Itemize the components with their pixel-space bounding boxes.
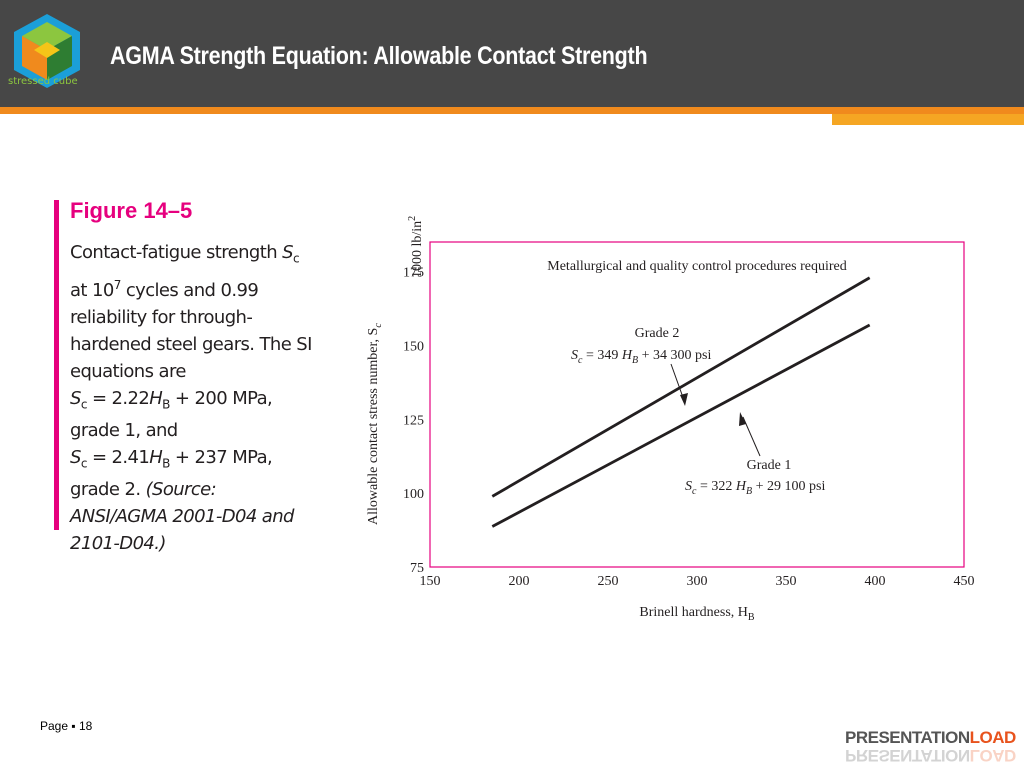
x-axis-label: Brinell hardness, HB bbox=[639, 605, 754, 623]
series-name-grade-2: Grade 2 bbox=[635, 326, 680, 341]
caption-line-8: Sc = 2.41HB + 237 MPa, bbox=[70, 446, 273, 471]
x-tick-label: 150 bbox=[420, 574, 441, 589]
caption-line-11: 2101-D04.) bbox=[70, 532, 166, 554]
caption-line-9: grade 2. (Source: bbox=[70, 479, 217, 501]
x-tick-label: 200 bbox=[509, 574, 530, 589]
x-tick-label: 350 bbox=[776, 574, 797, 589]
page-indicator: Page ▪ 18 bbox=[40, 719, 93, 733]
series-name-grade-1: Grade 1 bbox=[747, 458, 792, 473]
series-equation-grade-1: Sc = 322 HB + 29 100 psi bbox=[685, 479, 825, 497]
slide-title: AGMA Strength Equation: Allowable Contac… bbox=[110, 42, 648, 70]
contact-strength-chart: Metallurgical and quality control proced… bbox=[366, 216, 975, 623]
header-bar bbox=[0, 0, 1024, 107]
x-tick-label: 300 bbox=[687, 574, 708, 589]
y-axis-label: Allowable contact stress number, Sc bbox=[366, 323, 384, 525]
series-label-grade-2: Grade 2 Sc = 349 HB + 34 300 psi bbox=[571, 326, 711, 406]
presentationload-logo-reflection: PRESENTATIONLOAD bbox=[845, 746, 1016, 765]
y-tick-label: 100 bbox=[403, 487, 424, 502]
stressed-cube-logo bbox=[14, 14, 80, 88]
grade-1-arrowhead bbox=[739, 412, 746, 426]
figure-rule bbox=[54, 200, 59, 530]
caption-line-4: hardened steel gears. The SI bbox=[70, 333, 312, 355]
x-tick-label: 250 bbox=[598, 574, 619, 589]
series-label-grade-1: Grade 1 Sc = 322 HB + 29 100 psi bbox=[685, 412, 825, 497]
header-accent-bar bbox=[0, 107, 1024, 114]
plot-title: Metallurgical and quality control proced… bbox=[547, 259, 846, 274]
x-tick-label: 450 bbox=[954, 574, 975, 589]
page-bullet: ▪ bbox=[71, 719, 76, 733]
figure-caption: Contact-fatigue strength Sc at 107 cycle… bbox=[70, 240, 330, 558]
x-tick-label: 400 bbox=[865, 574, 886, 589]
caption-line-7: grade 1, and bbox=[70, 419, 178, 441]
y-tick-label: 175 bbox=[403, 266, 424, 281]
series-line-grade-2 bbox=[491, 276, 871, 498]
presentationload-logo: PRESENTATIONLOAD bbox=[845, 728, 1016, 747]
series-equation-grade-2: Sc = 349 HB + 34 300 psi bbox=[571, 348, 711, 366]
caption-line-6: Sc = 2.22HB + 200 MPa, bbox=[70, 387, 273, 412]
caption-line-3: reliability for through- bbox=[70, 307, 253, 329]
y-axis-unit: 1000 lb/in2 bbox=[407, 216, 425, 278]
series-line-grade-1 bbox=[491, 323, 871, 528]
header-accent-tab bbox=[832, 114, 1024, 125]
caption-line-2: at 107 cycles and 0.99 bbox=[70, 278, 259, 302]
logo-text: stressed cube bbox=[8, 76, 78, 87]
grade-2-arrowhead bbox=[680, 393, 688, 406]
grade-1-pointer bbox=[742, 416, 761, 457]
plot-frame bbox=[429, 241, 965, 568]
caption-line-10: ANSI/AGMA 2001-D04 and bbox=[70, 505, 294, 527]
y-tick-label: 125 bbox=[403, 413, 424, 428]
page-number: 18 bbox=[78, 719, 93, 733]
caption-line-5: equations are bbox=[70, 360, 186, 382]
y-tick-label: 150 bbox=[403, 339, 424, 354]
caption-line-1: Contact-fatigue strength Sc bbox=[70, 242, 300, 266]
figure-label: Figure 14–5 bbox=[70, 198, 193, 223]
y-tick-label: 75 bbox=[410, 561, 424, 576]
